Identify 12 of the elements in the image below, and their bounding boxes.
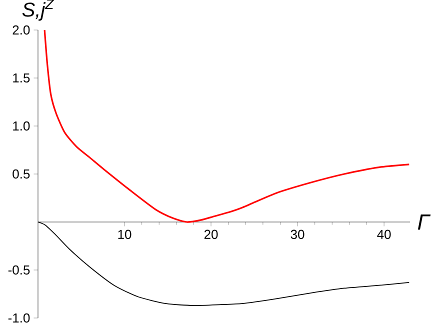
line-series bbox=[44, 29, 410, 223]
y-tick-label: 0.5 bbox=[12, 169, 30, 179]
y-tick-label: 2.0 bbox=[12, 25, 30, 35]
y-tick-label: 1.5 bbox=[13, 73, 30, 83]
x-axis-title: Γ bbox=[418, 214, 431, 230]
x-tick-label: 30 bbox=[290, 230, 304, 240]
y-tick-label: -0.5 bbox=[8, 265, 30, 275]
y-tick-label: -1.0 bbox=[8, 313, 30, 323]
x-tick-label: 20 bbox=[204, 230, 218, 240]
y-tick-label: 1.0 bbox=[13, 121, 30, 131]
x-tick-label: 40 bbox=[377, 230, 391, 240]
x-tick-label: 10 bbox=[118, 230, 132, 240]
